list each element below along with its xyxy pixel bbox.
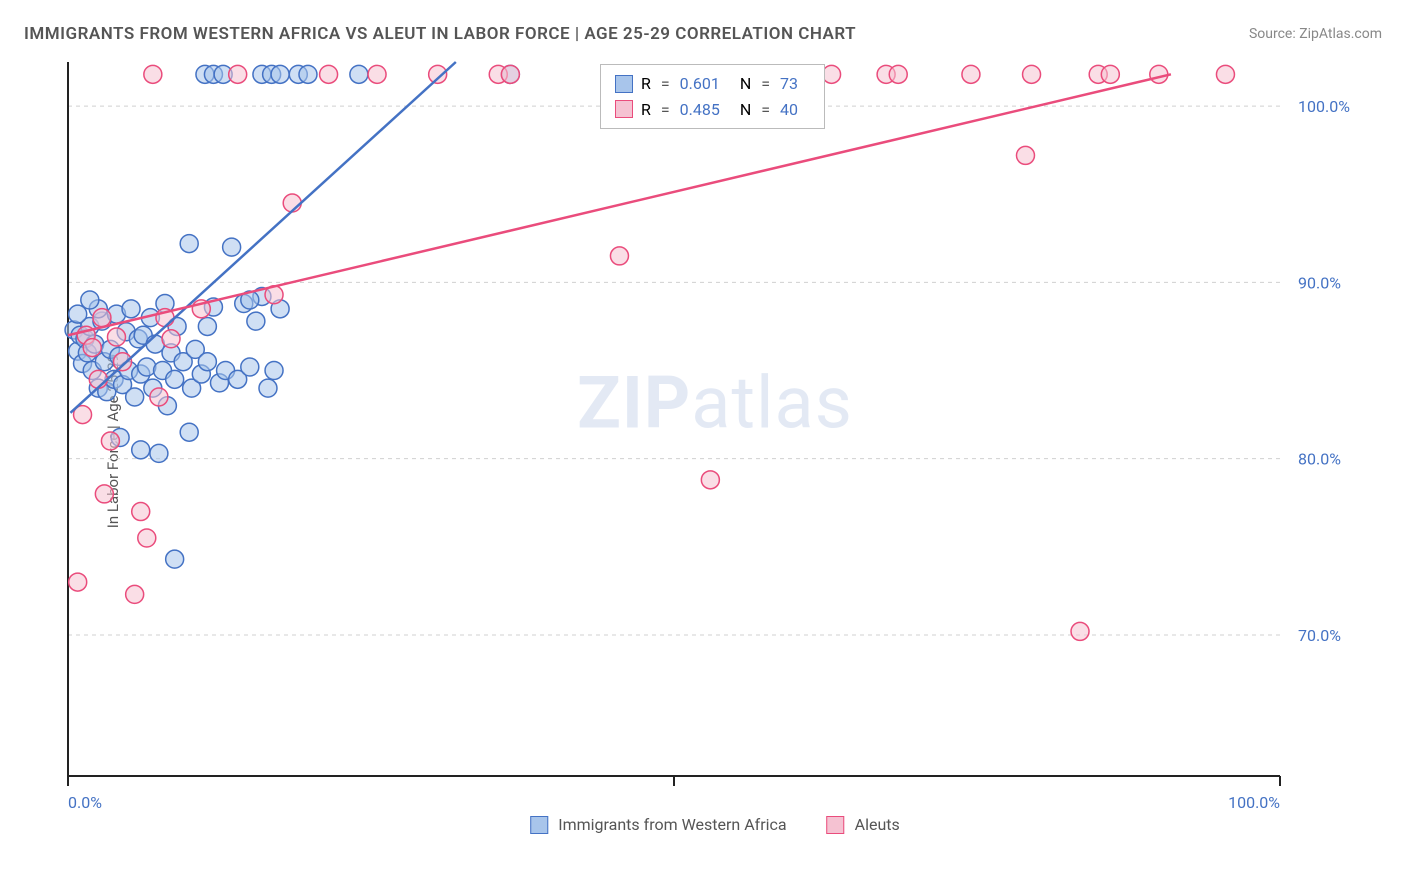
n-value-a: 73 — [780, 71, 798, 97]
equals-sign: = — [661, 97, 670, 123]
svg-text:90.0%: 90.0% — [1298, 273, 1341, 292]
legend-item-series-a: Immigrants from Western Africa — [530, 815, 786, 834]
swatch-series-a — [615, 75, 633, 93]
n-label: N — [740, 97, 751, 123]
correlation-legend: R = 0.601 N = 73 R = 0.485 N = 40 — [600, 64, 825, 129]
r-label: R — [641, 71, 651, 97]
swatch-series-a — [530, 816, 548, 834]
n-value-b: 40 — [780, 97, 798, 123]
scatter-plot: 0.0% 100.0% 70.0% 80.0% 90.0% 100.0% — [60, 56, 1370, 826]
series-legend: Immigrants from Western Africa Aleuts — [530, 815, 900, 834]
source-label: Source: — [1249, 26, 1296, 42]
svg-text:80.0%: 80.0% — [1298, 450, 1341, 469]
equals-sign: = — [761, 71, 770, 97]
equals-sign: = — [661, 71, 670, 97]
legend-row-series-a: R = 0.601 N = 73 — [615, 71, 810, 97]
chart-title: IMMIGRANTS FROM WESTERN AFRICA VS ALEUT … — [24, 24, 856, 44]
legend-item-series-b: Aleuts — [827, 815, 900, 834]
source-value: ZipAtlas.com — [1299, 26, 1382, 42]
svg-text:100.0%: 100.0% — [1228, 793, 1280, 812]
svg-text:0.0%: 0.0% — [68, 793, 102, 812]
plot-area: In Labor Force | Age 25-29 ZIPatlas 0.0%… — [60, 56, 1370, 826]
r-value-b: 0.485 — [680, 97, 720, 123]
svg-text:70.0%: 70.0% — [1298, 626, 1341, 645]
equals-sign: = — [761, 97, 770, 123]
swatch-series-b — [615, 100, 633, 118]
r-label: R — [641, 97, 651, 123]
r-value-a: 0.601 — [680, 71, 720, 97]
legend-label-b: Aleuts — [855, 815, 900, 834]
svg-text:100.0%: 100.0% — [1298, 97, 1350, 116]
swatch-series-b — [827, 816, 845, 834]
legend-row-series-b: R = 0.485 N = 40 — [615, 97, 810, 123]
source-attribution: Source: ZipAtlas.com — [1249, 26, 1382, 42]
legend-label-a: Immigrants from Western Africa — [558, 815, 786, 834]
n-label: N — [740, 71, 751, 97]
